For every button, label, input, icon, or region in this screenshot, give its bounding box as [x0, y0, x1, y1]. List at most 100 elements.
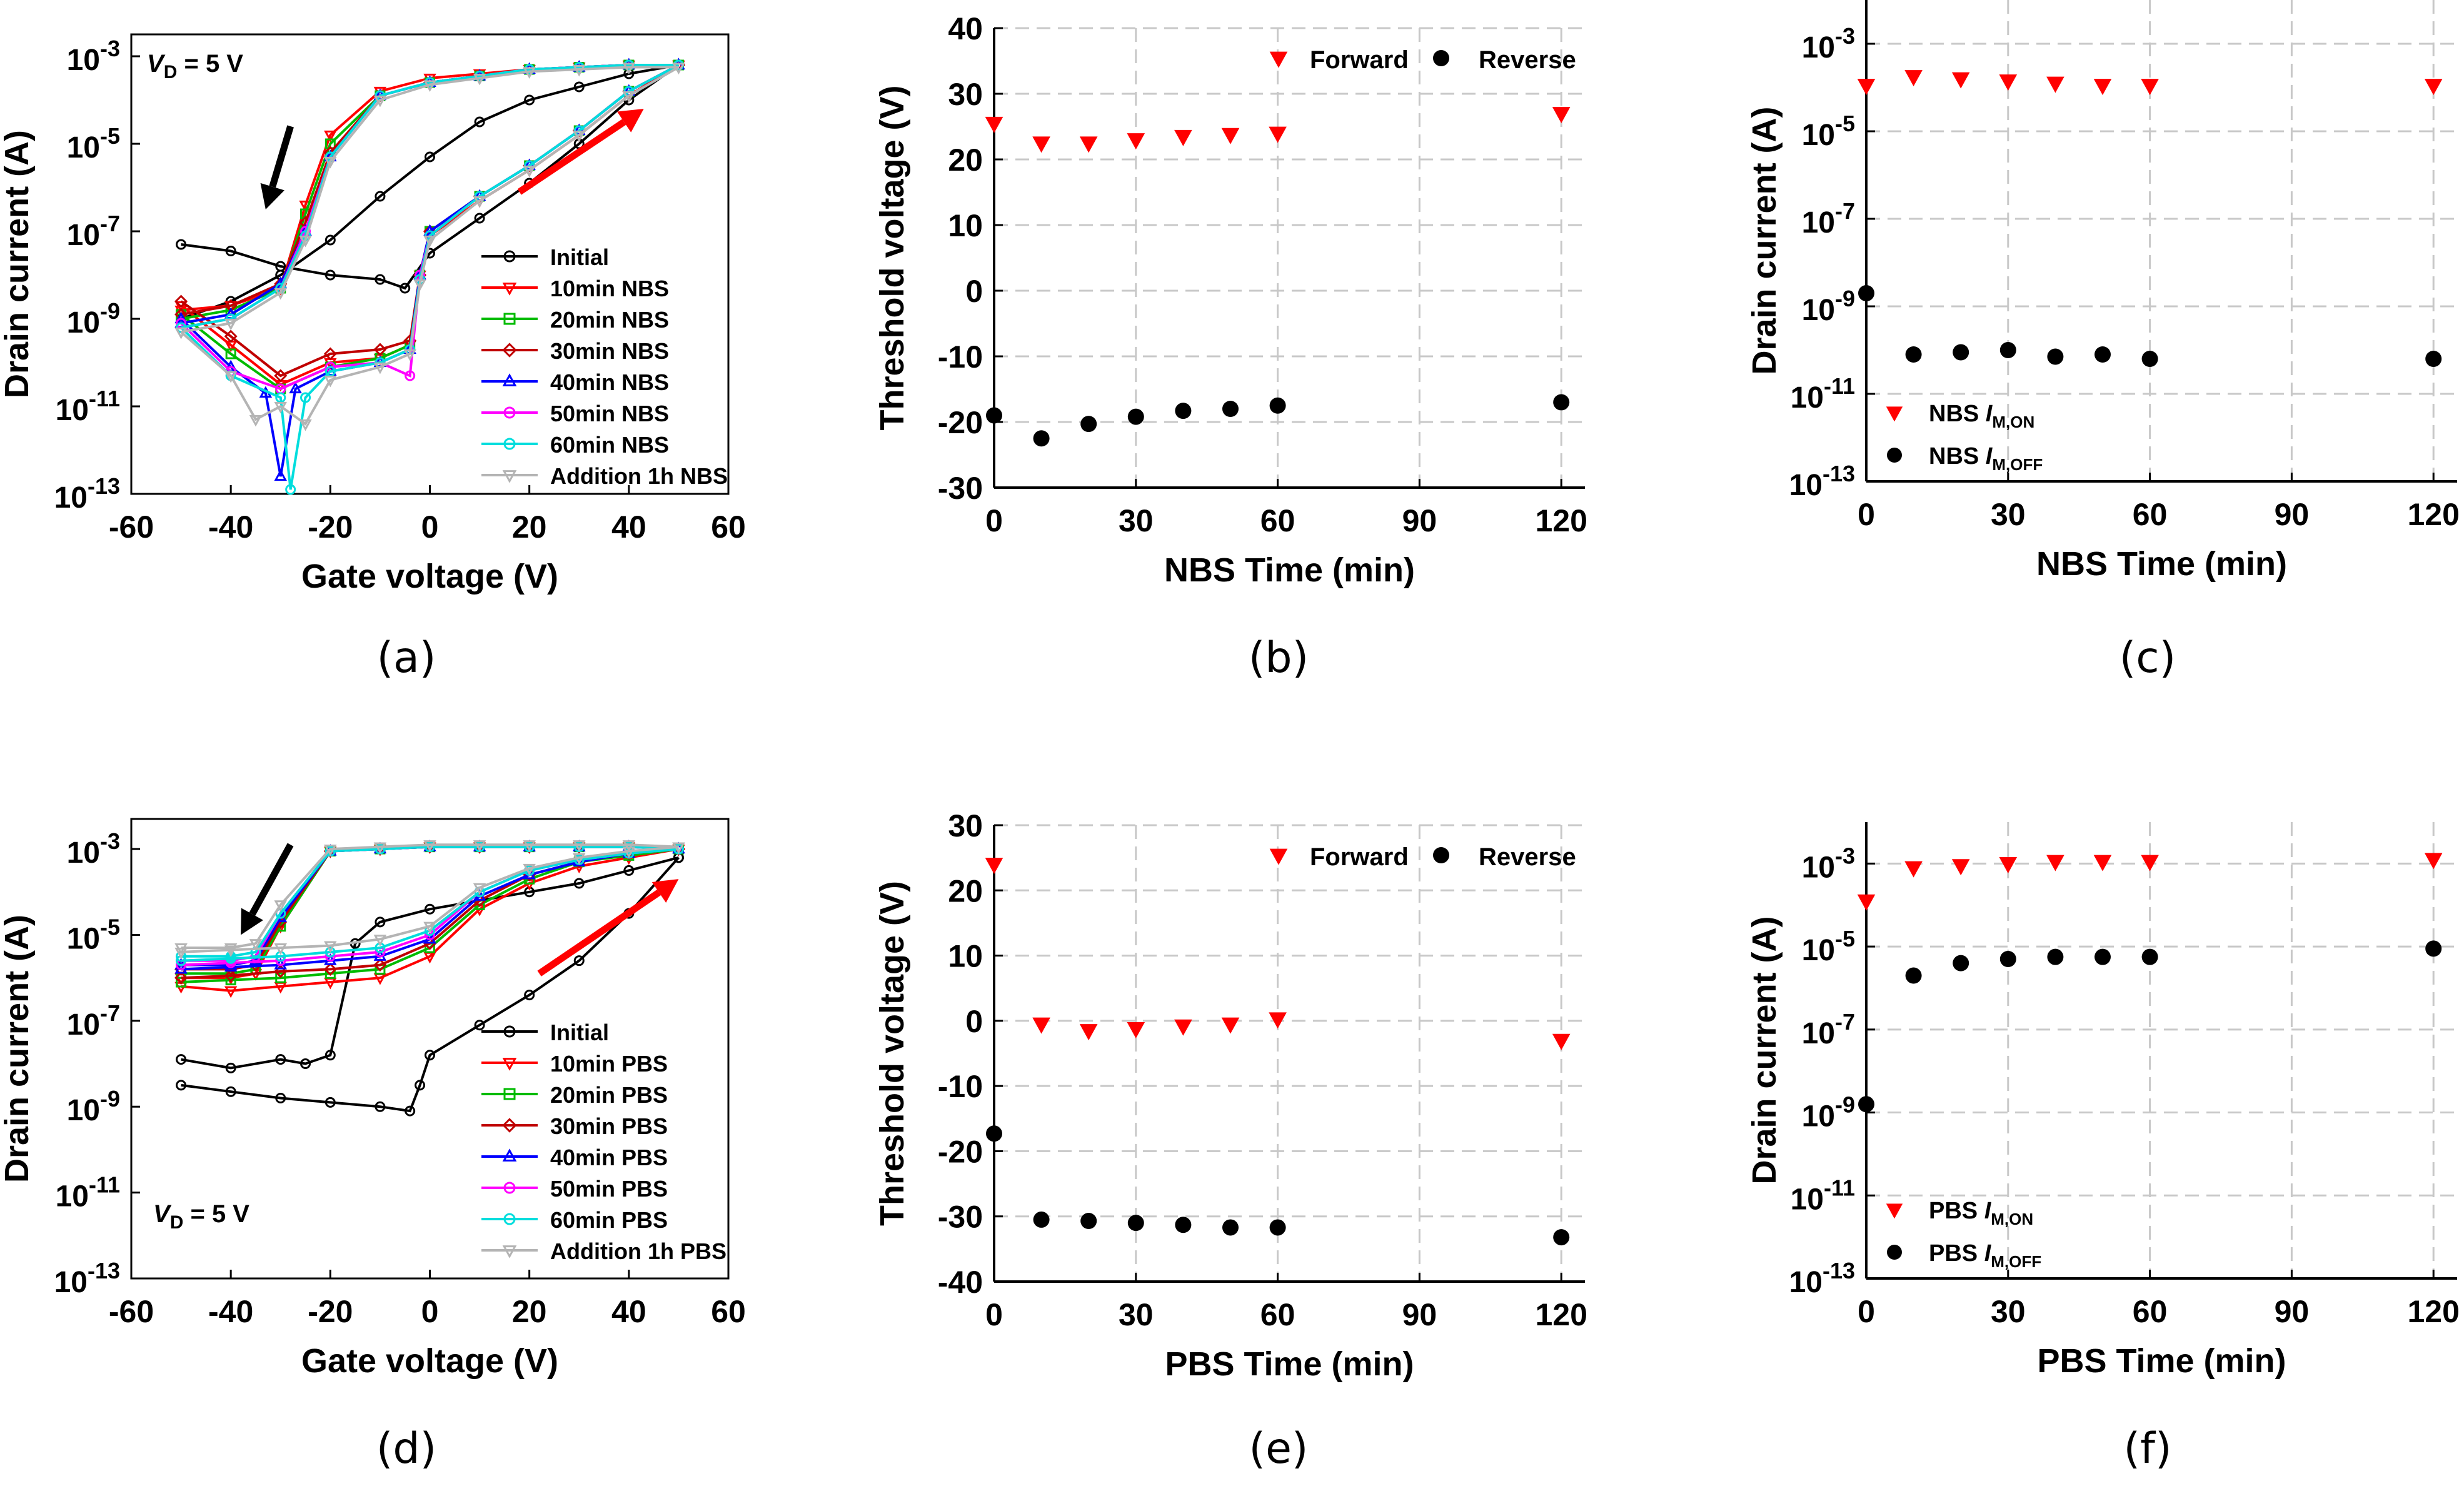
data-point	[2141, 948, 2158, 965]
data-point	[1999, 74, 2018, 91]
legend-label: 50min PBS	[550, 1176, 668, 1202]
data-point	[174, 947, 188, 960]
legend-marker	[503, 313, 516, 325]
y-tick-label: -10	[938, 339, 983, 374]
chart-e: 0 30 60 90 120 -40 -30 -20 -10 0 10 20 30 PBS Time (m…	[873, 808, 1587, 1383]
legend-label: Initial	[550, 1020, 609, 1045]
x-tick-label: 90	[1402, 1297, 1437, 1332]
series-m-off	[1858, 285, 2442, 367]
y-tick-label: 40	[948, 11, 983, 46]
x-tick-label: -20	[308, 1294, 353, 1329]
chart-f: 0 30 60 90 120 10-13 10-11 10-9 10-7 10-5 10-3 PBS …	[1746, 822, 2460, 1380]
legend-marker	[1433, 50, 1449, 66]
data-point	[1904, 861, 1923, 878]
data-point	[415, 1080, 426, 1091]
x-tick-label: 0	[985, 1297, 1003, 1332]
x-tick-label: 90	[1402, 503, 1437, 538]
data-point	[1175, 403, 1192, 419]
y-tick-label: 10-3	[67, 828, 120, 870]
data-point	[249, 939, 263, 951]
y-axis-title: Drain current (A)	[0, 130, 36, 398]
legend: Forward Reverse	[1269, 46, 1576, 74]
direction-arrow-head	[617, 109, 644, 133]
legend-marker	[502, 343, 517, 358]
data-point	[986, 1125, 1002, 1142]
data-point	[473, 840, 486, 852]
data-point	[224, 318, 238, 331]
data-point	[423, 921, 436, 934]
data-point	[623, 865, 635, 876]
legend-label: 20min PBS	[550, 1082, 668, 1108]
x-tick-label: 60	[711, 1294, 746, 1329]
data-point	[324, 269, 336, 281]
series-line	[181, 843, 679, 950]
y-axis-title: Drain current (A)	[0, 915, 36, 1183]
y-tick-label: 10-5	[67, 123, 120, 164]
x-tick-label: 30	[1991, 1294, 2026, 1329]
data-point	[2093, 79, 2112, 96]
y-tick-label: 10-9	[67, 1086, 120, 1127]
data-point	[1553, 394, 1570, 411]
series-line	[181, 848, 679, 992]
data-point	[985, 116, 1003, 133]
data-point	[474, 213, 485, 224]
data-point	[1175, 1217, 1192, 1233]
data-point	[224, 371, 238, 383]
data-point	[274, 369, 288, 383]
data-point	[375, 916, 386, 928]
legend-marker	[503, 1025, 516, 1038]
data-point	[174, 294, 188, 308]
legend-marker	[502, 283, 517, 296]
x-axis-title: Gate voltage (V)	[301, 1342, 558, 1380]
data-point	[174, 327, 188, 339]
legend-label: Addition 1h PBS	[550, 1238, 727, 1264]
data-point	[274, 288, 287, 300]
y-axis-title: Threshold voltage (V)	[873, 85, 911, 430]
data-point	[1032, 1017, 1050, 1034]
data-point	[1953, 344, 1969, 361]
legend-marker	[502, 373, 517, 386]
data-point	[573, 955, 585, 966]
legend-label: PBS IM,OFF	[1929, 1240, 2041, 1271]
data-point	[225, 348, 236, 359]
y-tick-label: -30	[938, 1200, 983, 1235]
data-point	[324, 844, 337, 856]
legend-label: 10min PBS	[550, 1051, 668, 1077]
y-tick-label: 10-5	[67, 914, 120, 955]
data-point	[324, 946, 336, 958]
data-point	[1127, 1022, 1145, 1038]
data-point	[573, 81, 585, 93]
y-tick-label: 10-11	[1791, 373, 1855, 414]
series-addition-1h-nbs	[174, 63, 685, 431]
data-point	[1857, 894, 1876, 911]
series-reverse	[986, 1125, 1570, 1246]
vd-annotation: VD = 5 V	[153, 1200, 249, 1233]
y-tick-label: 30	[948, 77, 983, 112]
data-point	[275, 1054, 286, 1065]
legend-label: NBS IM,OFF	[1929, 443, 2043, 474]
data-point	[274, 401, 287, 414]
data-point	[523, 840, 536, 852]
data-point	[413, 279, 426, 291]
data-point	[375, 1101, 386, 1112]
legend-marker	[1887, 448, 1902, 463]
y-tick-label: 10-11	[1791, 1175, 1855, 1216]
data-point	[274, 965, 288, 978]
data-point	[1857, 79, 1876, 96]
data-point	[1080, 1213, 1097, 1230]
legend-marker	[503, 250, 516, 263]
data-point	[1222, 401, 1239, 417]
legend-label: Initial	[550, 244, 609, 270]
data-point	[474, 116, 485, 128]
series-line	[180, 66, 680, 426]
data-point	[1079, 1024, 1098, 1041]
data-point	[285, 484, 296, 495]
x-tick-label: 90	[2275, 497, 2310, 532]
data-point	[622, 91, 636, 103]
y-tick-label: 10-13	[1789, 461, 1855, 502]
caption-c: (c)	[2120, 633, 2176, 683]
y-tick-label: 0	[965, 274, 983, 309]
data-point	[373, 935, 387, 946]
y-tick-label: 10-13	[54, 473, 120, 515]
